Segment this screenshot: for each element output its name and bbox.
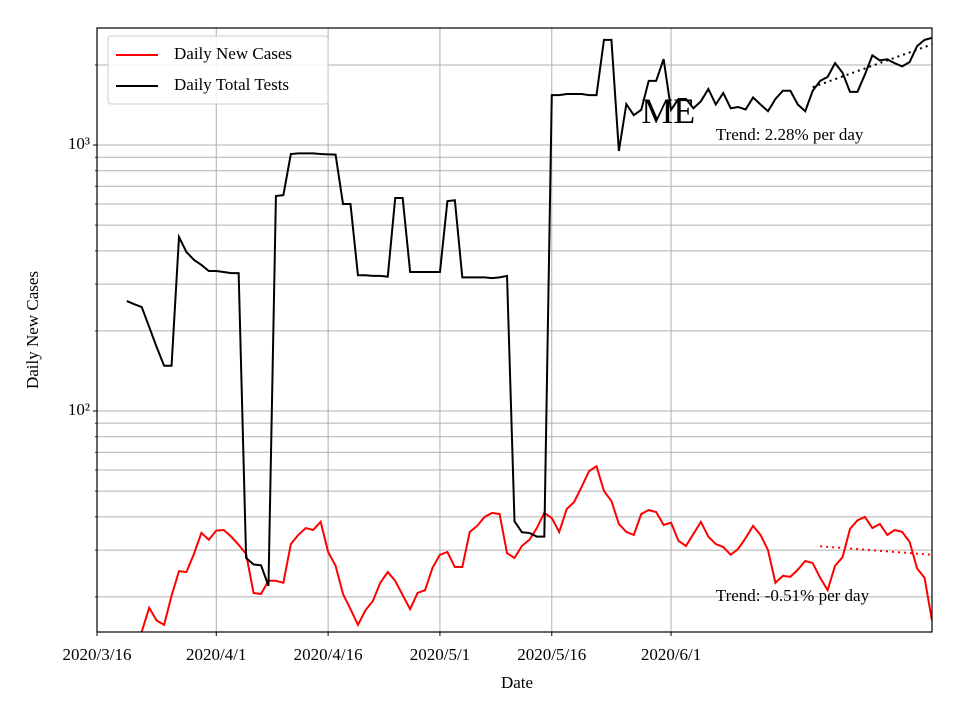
data-line <box>126 36 932 587</box>
legend-box <box>107 35 329 105</box>
data-line <box>140 464 932 632</box>
y-tick-label: 10² <box>68 400 90 419</box>
annotation: ME <box>641 91 695 131</box>
x-tick-label: 2020/3/16 <box>63 645 132 664</box>
x-axis-label: Date <box>501 673 533 692</box>
y-tick-label: 10³ <box>68 134 90 153</box>
x-tick-label: 2020/4/16 <box>294 645 363 664</box>
x-tick-label: 2020/5/1 <box>410 645 470 664</box>
annotation: Trend: -0.51% per day <box>716 586 870 605</box>
legend-label: Daily Total Tests <box>174 75 289 94</box>
plot-area <box>126 36 932 632</box>
trend-line <box>820 545 932 556</box>
x-tick-label: 2020/4/1 <box>186 645 246 664</box>
plot-frame <box>96 27 933 633</box>
annotation: Trend: 2.28% per day <box>716 125 864 144</box>
x-tick-label: 2020/6/1 <box>641 645 701 664</box>
y-axis-label: Daily New Cases <box>23 271 42 389</box>
x-tick-label: 2020/5/16 <box>517 645 586 664</box>
legend-label: Daily New Cases <box>174 44 292 63</box>
